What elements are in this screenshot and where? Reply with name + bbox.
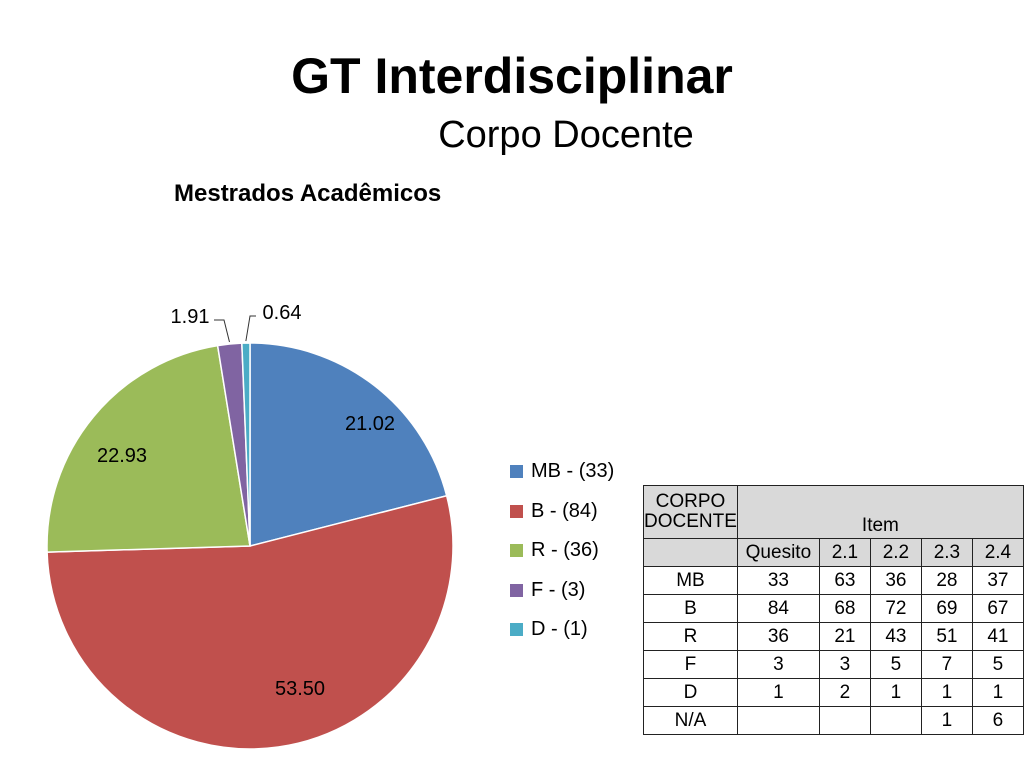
- table-cell: 36: [736, 622, 820, 651]
- table-cell: 37: [971, 566, 1024, 595]
- table-col-header: Quesito: [736, 538, 820, 567]
- legend-label: B - (84): [531, 499, 598, 522]
- pie-slice: [46, 344, 251, 553]
- table-cell: 69: [920, 594, 973, 623]
- table-cell: [818, 706, 871, 735]
- table-col-header: 2.2: [869, 538, 922, 567]
- table-row: MB 33 63 36 28 37: [643, 566, 1024, 595]
- slide-subtitle: Corpo Docente: [438, 114, 694, 156]
- slide-title: GT Interdisciplinar: [291, 48, 733, 104]
- table-header-item: Item: [736, 485, 1024, 539]
- table-row-label: R: [643, 622, 738, 651]
- legend-swatch: [510, 504, 523, 518]
- table-cell: 28: [920, 566, 973, 595]
- table-cell: 36: [869, 566, 922, 595]
- table-cell: 7: [920, 650, 973, 679]
- table-col-header: 2.4: [971, 538, 1024, 567]
- slice-data-label: 1.91: [171, 306, 210, 328]
- table-cell: 1: [736, 678, 820, 707]
- table-row: D 1 2 1 1 1: [643, 678, 1024, 707]
- table-header-blank: [643, 538, 738, 567]
- table-row: F 3 3 5 7 5: [643, 650, 1024, 679]
- table-cell: 1: [920, 678, 973, 707]
- legend-swatch: [510, 465, 523, 479]
- table-cell: 41: [971, 622, 1024, 651]
- table-cell: 63: [818, 566, 871, 595]
- table-row-label: D: [643, 678, 738, 707]
- table-header-corner: CORPO DOCENTE: [643, 485, 738, 539]
- table-cell: 3: [818, 650, 871, 679]
- legend-item: F - (3): [510, 571, 614, 611]
- pie-slice: [46, 494, 454, 750]
- table-cell: [736, 706, 820, 735]
- chart-title: Mestrados Acadêmicos: [174, 180, 442, 207]
- table-cell: 51: [920, 622, 973, 651]
- table-row-label: N/A: [643, 706, 738, 735]
- table-row-label: B: [643, 594, 738, 623]
- table-cell: [869, 706, 922, 735]
- legend-label: F - (3): [531, 578, 586, 601]
- table-col-header: 2.3: [920, 538, 973, 567]
- table-cell: 1: [869, 678, 922, 707]
- table-cell: 84: [736, 594, 820, 623]
- legend-item: R - (36): [510, 531, 614, 571]
- slice-data-label: 21.02: [345, 413, 395, 435]
- legend-swatch: [510, 544, 523, 558]
- table-cell: 6: [971, 706, 1024, 735]
- slice-data-label: 0.64: [263, 302, 302, 324]
- pie-slice: [241, 342, 251, 547]
- slice-data-label: 53.50: [275, 678, 325, 700]
- table-row: B 84 68 72 69 67: [643, 594, 1024, 623]
- table-cell: 67: [971, 594, 1024, 623]
- legend-label: R - (36): [531, 539, 599, 562]
- leader-line: [214, 319, 230, 343]
- table-row-label: F: [643, 650, 738, 679]
- table-cell: 5: [971, 650, 1024, 679]
- pie-chart: 21.02 53.50 22.93 1.91 0.64: [46, 302, 454, 750]
- legend-swatch: [510, 623, 523, 637]
- pie-slice: [249, 342, 448, 547]
- table-cell: 2: [818, 678, 871, 707]
- legend-swatch: [510, 583, 523, 597]
- table-cell: 68: [818, 594, 871, 623]
- table-cell: 1: [971, 678, 1024, 707]
- table-cell: 72: [869, 594, 922, 623]
- table-cell: 5: [869, 650, 922, 679]
- corpo-docente-table: CORPO DOCENTE Item Quesito 2.1 2.2 2.3 2…: [643, 485, 1024, 735]
- table-row: R 36 21 43 51 41: [643, 622, 1024, 651]
- legend-item: D - (1): [510, 610, 614, 650]
- table-cell: 21: [818, 622, 871, 651]
- legend-item: B - (84): [510, 492, 614, 532]
- legend-label: D - (1): [531, 618, 588, 641]
- chart-legend: MB - (33) B - (84) R - (36) F - (3) D - (1): [510, 452, 614, 650]
- legend-item: MB - (33): [510, 452, 614, 492]
- table-cell: 43: [869, 622, 922, 651]
- table-row-label: MB: [643, 566, 738, 595]
- legend-label: MB - (33): [531, 460, 615, 483]
- leader-line: [245, 315, 256, 342]
- table-cell: 3: [736, 650, 820, 679]
- slice-data-label: 22.93: [97, 445, 147, 467]
- table-col-header: 2.1: [818, 538, 871, 567]
- table-cell: 33: [736, 566, 820, 595]
- table-cell: 1: [920, 706, 973, 735]
- table-row: N/A 1 6: [643, 706, 1024, 735]
